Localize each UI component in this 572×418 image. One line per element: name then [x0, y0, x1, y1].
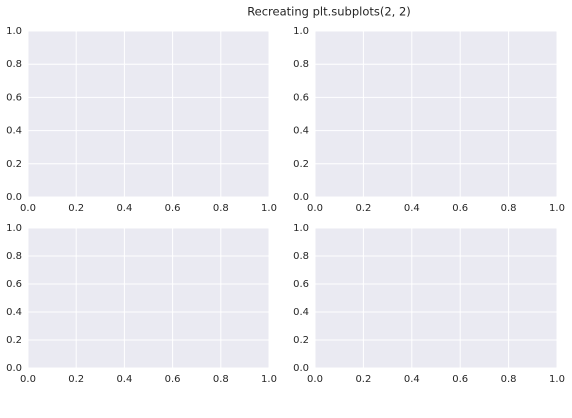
- y-tick-label: 0.6: [6, 279, 22, 290]
- x-tick-label: 0.6: [452, 374, 468, 385]
- y-tick-label: 0.4: [293, 126, 309, 137]
- y-tick-label: 0.6: [293, 279, 309, 290]
- plot-area: [315, 31, 557, 197]
- y-tick-label: 0.2: [6, 159, 22, 170]
- x-tick-label: 0.4: [404, 374, 420, 385]
- plot-area: [315, 228, 557, 368]
- y-tick-label: 0.0: [6, 363, 22, 374]
- plot-area: [28, 228, 269, 368]
- y-tick-label: 1.0: [293, 223, 309, 234]
- y-tick-label: 0.0: [6, 192, 22, 203]
- x-tick-label: 1.0: [261, 374, 277, 385]
- y-tick-label: 1.0: [6, 26, 22, 37]
- y-tick-label: 0.4: [6, 126, 22, 137]
- y-tick-label: 0.6: [293, 92, 309, 103]
- x-tick-label: 0.4: [404, 203, 420, 214]
- y-tick-label: 0.8: [293, 251, 309, 262]
- y-tick-label: 0.2: [6, 335, 22, 346]
- x-tick-label: 0.0: [307, 203, 323, 214]
- y-tick-label: 0.0: [293, 363, 309, 374]
- y-tick-label: 0.2: [293, 335, 309, 346]
- x-tick-label: 0.2: [68, 374, 84, 385]
- y-tick-label: 0.6: [6, 92, 22, 103]
- x-tick-label: 0.0: [20, 203, 36, 214]
- plot-area: [28, 31, 269, 197]
- y-tick-label: 1.0: [6, 223, 22, 234]
- x-tick-label: 0.0: [20, 374, 36, 385]
- x-tick-label: 0.2: [355, 374, 371, 385]
- x-tick-label: 0.2: [68, 203, 84, 214]
- x-tick-label: 1.0: [549, 203, 565, 214]
- y-tick-label: 0.4: [293, 307, 309, 318]
- x-tick-label: 0.6: [165, 374, 181, 385]
- figure-title: Recreating plt.subplots(2, 2): [247, 5, 411, 19]
- x-tick-label: 0.0: [307, 374, 323, 385]
- y-tick-label: 0.2: [293, 159, 309, 170]
- x-tick-label: 0.8: [501, 203, 517, 214]
- x-tick-label: 0.4: [116, 374, 132, 385]
- x-tick-label: 0.8: [501, 374, 517, 385]
- y-tick-label: 0.8: [293, 59, 309, 70]
- x-tick-label: 0.4: [116, 203, 132, 214]
- y-tick-label: 1.0: [293, 26, 309, 37]
- x-tick-label: 1.0: [261, 203, 277, 214]
- x-tick-label: 0.6: [165, 203, 181, 214]
- x-tick-label: 0.8: [213, 374, 229, 385]
- x-tick-label: 0.8: [213, 203, 229, 214]
- y-tick-label: 0.8: [6, 59, 22, 70]
- y-tick-label: 0.0: [293, 192, 309, 203]
- y-tick-label: 0.4: [6, 307, 22, 318]
- x-tick-label: 0.6: [452, 203, 468, 214]
- x-tick-label: 1.0: [549, 374, 565, 385]
- y-tick-label: 0.8: [6, 251, 22, 262]
- x-tick-label: 0.2: [355, 203, 371, 214]
